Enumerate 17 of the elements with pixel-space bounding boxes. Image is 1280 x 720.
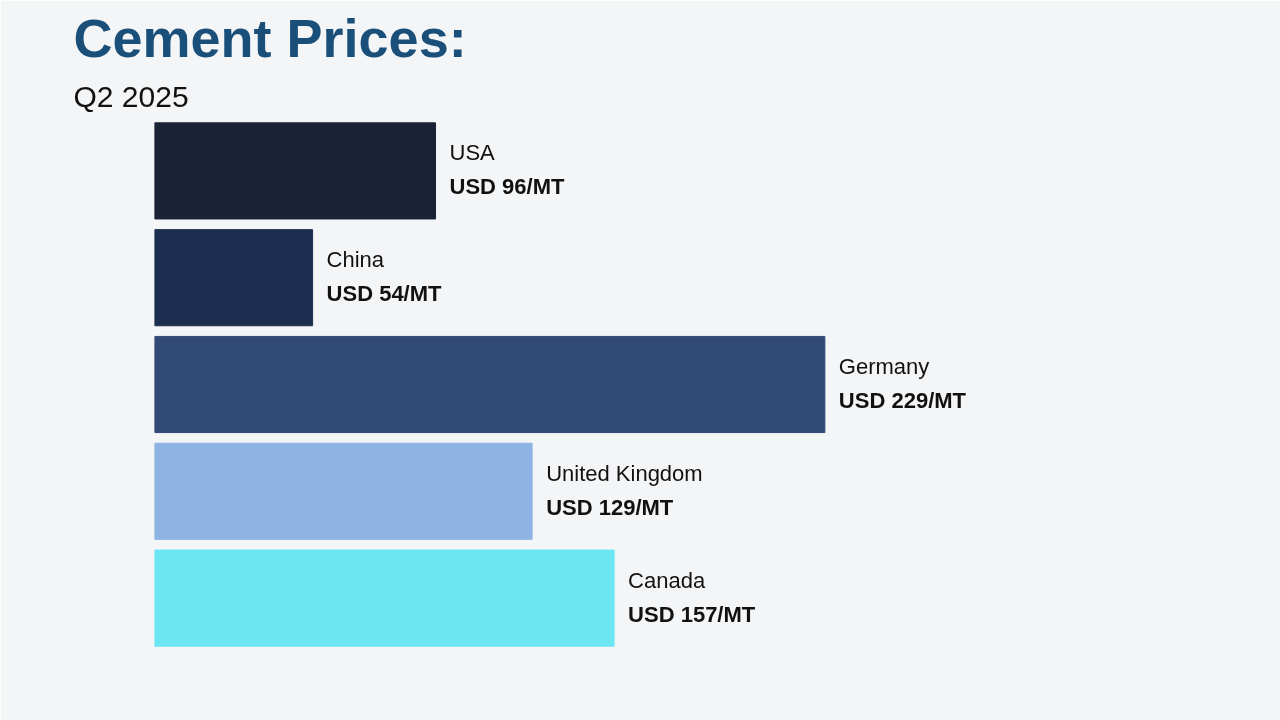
bar — [154, 122, 437, 220]
y-tick-label: United Kingdom — [546, 460, 703, 486]
data-label: USD 157/MT — [628, 601, 756, 627]
y-tick-label: Canada — [628, 567, 706, 593]
y-tick-label: China — [326, 247, 385, 273]
data-label: USD 96/MT — [449, 174, 565, 200]
chart-subtitle: Q2 2025 — [73, 79, 189, 113]
chart-title: Cement Prices: — [73, 7, 467, 68]
bar — [154, 549, 615, 647]
data-label: USD 229/MT — [838, 388, 967, 413]
bar — [154, 335, 826, 434]
y-tick-label: USA — [449, 140, 496, 166]
data-label: USD 129/MT — [546, 494, 674, 520]
bar — [154, 442, 533, 540]
y-tick-label: Germany — [838, 354, 930, 379]
data-label: USD 54/MT — [326, 281, 443, 307]
bar — [154, 229, 314, 327]
